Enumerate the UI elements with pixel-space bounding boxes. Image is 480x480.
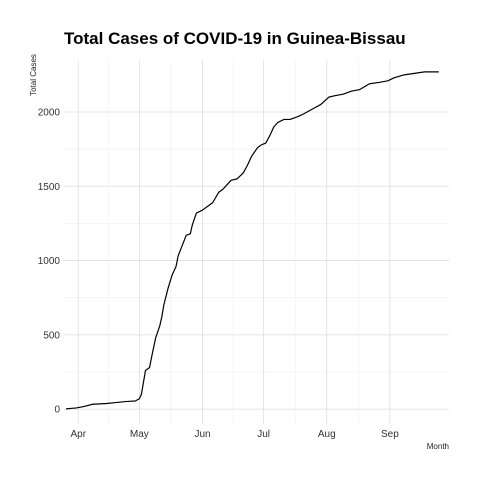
y-tick-label: 500 <box>43 330 60 341</box>
y-tick-label: 0 <box>54 405 60 416</box>
x-tick-labels: Apr May Jun Jul Aug Sep <box>70 429 399 440</box>
x-axis-label: Month <box>427 442 449 451</box>
y-tick-label: 1000 <box>38 256 61 267</box>
x-tick-label: May <box>130 429 149 440</box>
y-tick-label: 2000 <box>38 108 61 119</box>
y-tick-labels: 0 500 1000 1500 2000 <box>38 108 61 416</box>
x-tick-label: Jun <box>194 429 210 440</box>
grid <box>64 60 449 424</box>
x-tick-label: Apr <box>70 429 86 440</box>
y-axis-label: Total Cases <box>29 54 38 96</box>
x-tick-label: Aug <box>318 429 336 440</box>
chart-title: Total Cases of COVID-19 in Guinea-Bissau <box>64 29 406 48</box>
y-tick-label: 1500 <box>38 182 61 193</box>
x-tick-label: Jul <box>257 429 270 440</box>
x-tick-label: Sep <box>381 429 399 440</box>
series-line <box>65 71 439 410</box>
